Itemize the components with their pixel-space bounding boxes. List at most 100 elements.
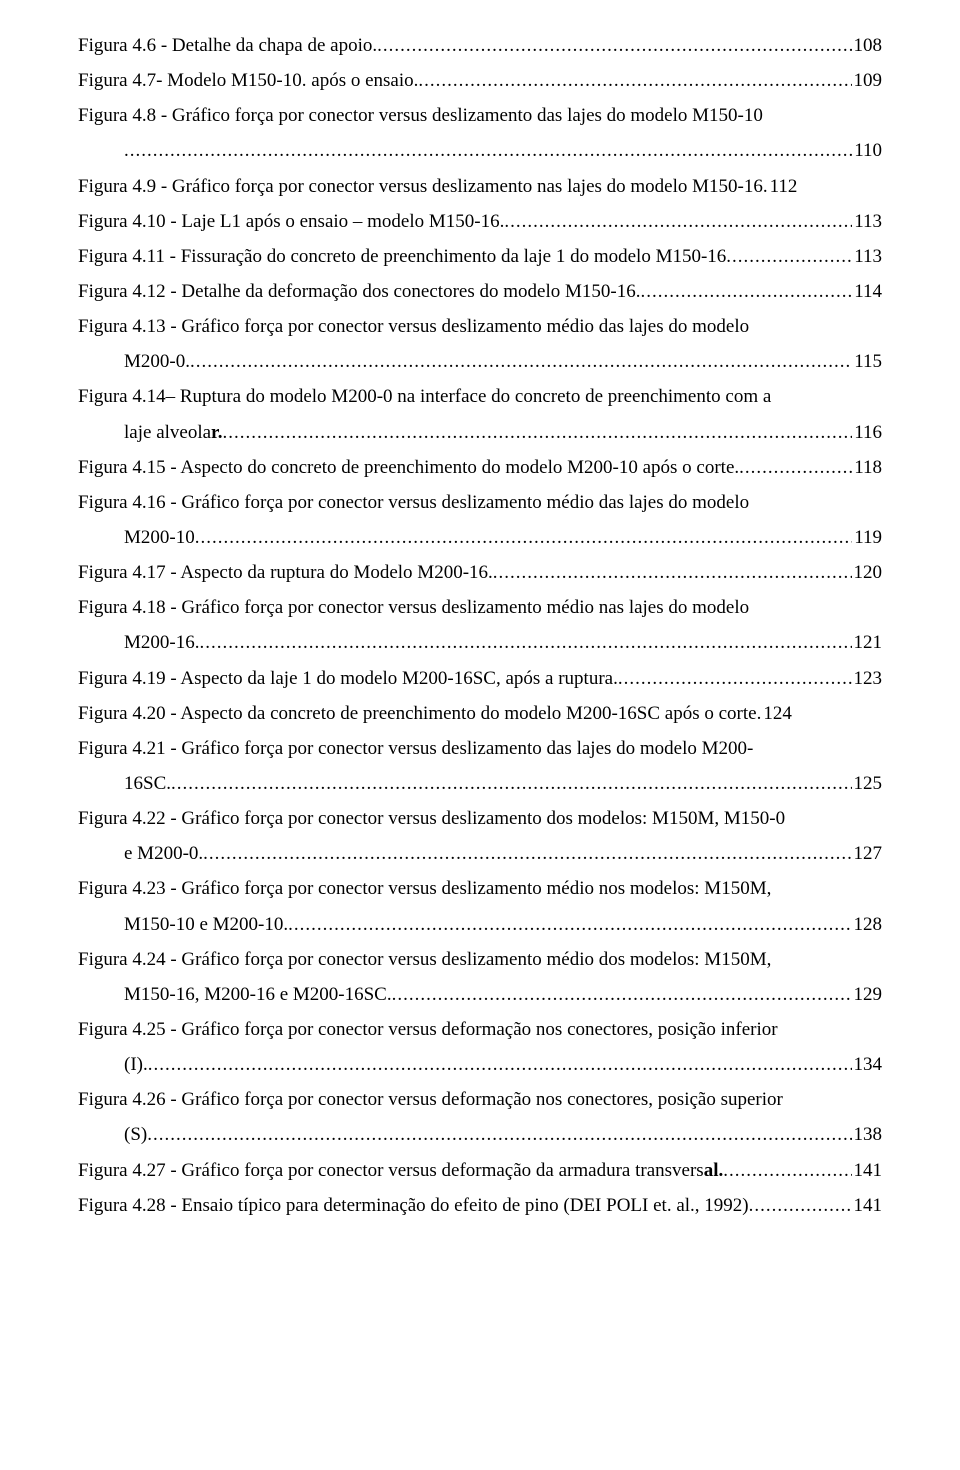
figure-entry-line: M200-10 119 (78, 520, 882, 555)
figure-entry-text: Figura 4.17 - Aspecto da ruptura do Mode… (78, 555, 493, 590)
figure-entry-text: Figura 4.19 - Aspecto da laje 1 do model… (78, 661, 618, 696)
leader-dots (749, 1188, 852, 1223)
leader-dots (723, 1153, 851, 1188)
figure-page-number: 119 (852, 520, 882, 555)
figure-entry-text: Figura 4.12 - Detalhe da deformação dos … (78, 274, 640, 309)
figure-entry-text: Figura 4.13 - Gráfico força por conector… (78, 309, 882, 344)
figure-entry-text: Figura 4.25 - Gráfico força por conector… (78, 1012, 882, 1047)
leader-dots (147, 1117, 851, 1152)
figure-entry-text: (S) (124, 1117, 147, 1152)
figure-page-number: 138 (852, 1117, 883, 1152)
figure-page-number: 141 (852, 1153, 883, 1188)
leader-dots (195, 520, 852, 555)
figure-entry-text: Figura 4.8 - Gráfico força por conector … (78, 98, 882, 133)
figure-entry-text: Figura 4.22 - Gráfico força por conector… (78, 801, 882, 836)
figure-entry-line: Figura 4.7- Modelo M150-10. após o ensai… (78, 63, 882, 98)
figure-entry-line: 110 (78, 133, 882, 168)
figure-entry-text: e M200-0. (124, 836, 203, 871)
figure-page-number: 141 (852, 1188, 883, 1223)
leader-dots (190, 344, 852, 379)
leader-dots (618, 661, 852, 696)
figure-entry-line: Figura 4.28 - Ensaio típico para determi… (78, 1188, 882, 1223)
figure-entry-line: M200-0. 115 (78, 344, 882, 379)
figure-page-number: 120 (852, 555, 883, 590)
leader-dots (223, 415, 853, 450)
figure-list: Figura 4.6 - Detalhe da chapa de apoio. 1… (78, 28, 882, 1223)
leader-dots (504, 204, 852, 239)
figure-entry-line: laje alveolar. 116 (78, 415, 882, 450)
figure-page-number: 121 (852, 625, 883, 660)
leader-dots (418, 63, 851, 98)
figure-entry-line: Figura 4.10 - Laje L1 após o ensaio – mo… (78, 204, 882, 239)
figure-page-number: 115 (852, 344, 882, 379)
figure-entry-line: Figura 4.17 - Aspecto da ruptura do Mode… (78, 555, 882, 590)
figure-entry-text: Figura 4.20 - Aspecto da concreto de pre… (78, 696, 761, 731)
figure-entry-text: Figura 4.27 - Gráfico força por conector… (78, 1153, 723, 1188)
leader-dots (739, 450, 852, 485)
figure-entry-text: M150-16, M200-16 e M200-16SC. (124, 977, 392, 1012)
figure-page-number: 112 (768, 169, 798, 204)
figure-page-number: 113 (852, 204, 882, 239)
figure-page-number: 118 (852, 450, 882, 485)
figure-entry-text: Figura 4.15 - Aspecto do concreto de pre… (78, 450, 739, 485)
figure-entry-line: Figura 4.20 - Aspecto da concreto de pre… (78, 696, 882, 731)
figure-entry-line: (S) 138 (78, 1117, 882, 1152)
figure-entry-line: (I). 134 (78, 1047, 882, 1082)
figure-entry-text: M200-10 (124, 520, 195, 555)
figure-entry-line: M200-16. 121 (78, 625, 882, 660)
figure-page-number: 134 (852, 1047, 883, 1082)
figure-page-number: 124 (761, 696, 792, 731)
figure-page-number: 114 (852, 274, 882, 309)
leader-dots (148, 1047, 852, 1082)
figure-entry-text: (I). (124, 1047, 148, 1082)
figure-entry-line: Figura 4.11 - Fissuração do concreto de … (78, 239, 882, 274)
figure-entry-line: Figura 4.15 - Aspecto do concreto de pre… (78, 450, 882, 485)
figure-page-number: 128 (852, 907, 883, 942)
figure-entry-text: M200-0. (124, 344, 190, 379)
figure-entry-line: Figura 4.12 - Detalhe da deformação dos … (78, 274, 882, 309)
leader-dots (203, 836, 851, 871)
leader-dots (377, 28, 851, 63)
figure-page-number: 110 (852, 133, 882, 168)
figure-page-number: 123 (852, 661, 883, 696)
figure-page-number: 129 (852, 977, 883, 1012)
figure-entry-text: Figura 4.28 - Ensaio típico para determi… (78, 1188, 749, 1223)
figure-entry-line: Figura 4.19 - Aspecto da laje 1 do model… (78, 661, 882, 696)
figure-page-number: 116 (852, 415, 882, 450)
leader-dots (493, 555, 852, 590)
leader-dots (288, 907, 851, 942)
figure-entry-text: Figura 4.10 - Laje L1 após o ensaio – mo… (78, 204, 504, 239)
figure-page-number: 108 (852, 28, 883, 63)
figure-entry-line: M150-16, M200-16 e M200-16SC. 129 (78, 977, 882, 1012)
figure-entry-text: Figura 4.16 - Gráfico força por conector… (78, 485, 882, 520)
figure-page-number: 109 (852, 63, 883, 98)
figure-entry-text: M150-10 e M200-10. (124, 907, 288, 942)
figure-entry-text: Figura 4.23 - Gráfico força por conector… (78, 871, 882, 906)
figure-entry-text: 16SC. (124, 766, 171, 801)
figure-entry-line: e M200-0. 127 (78, 836, 882, 871)
leader-dots (640, 274, 852, 309)
figure-entry-text: Figura 4.9 - Gráfico força por conector … (78, 169, 768, 204)
figure-entry-line: Figura 4.27 - Gráfico força por conector… (78, 1153, 882, 1188)
figure-entry-text: Figura 4.14– Ruptura do modelo M200-0 na… (78, 379, 882, 414)
figure-entry-text: Figura 4.26 - Gráfico força por conector… (78, 1082, 882, 1117)
figure-entry-text: Figura 4.21 - Gráfico força por conector… (78, 731, 882, 766)
figure-page-number: 127 (852, 836, 883, 871)
figure-entry-text: laje alveolar. (124, 415, 223, 450)
figure-entry-text: Figura 4.18 - Gráfico força por conector… (78, 590, 882, 625)
figure-page-number: 113 (852, 239, 882, 274)
figure-entry-text: M200-16. (124, 625, 199, 660)
figure-entry-text: Figura 4.11 - Fissuração do concreto de … (78, 239, 726, 274)
figure-entry-text: Figura 4.6 - Detalhe da chapa de apoio. (78, 28, 377, 63)
figure-page-number: 125 (852, 766, 883, 801)
leader-dots (199, 625, 851, 660)
figure-entry-text: Figura 4.7- Modelo M150-10. após o ensai… (78, 63, 418, 98)
leader-dots (171, 766, 852, 801)
figure-entry-line: Figura 4.6 - Detalhe da chapa de apoio. 1… (78, 28, 882, 63)
figure-entry-line: M150-10 e M200-10. 128 (78, 907, 882, 942)
leader-dots (392, 977, 852, 1012)
leader-dots (726, 239, 852, 274)
figure-entry-line: Figura 4.9 - Gráfico força por conector … (78, 169, 882, 204)
leader-dots (124, 133, 852, 168)
figure-entry-line: 16SC. 125 (78, 766, 882, 801)
